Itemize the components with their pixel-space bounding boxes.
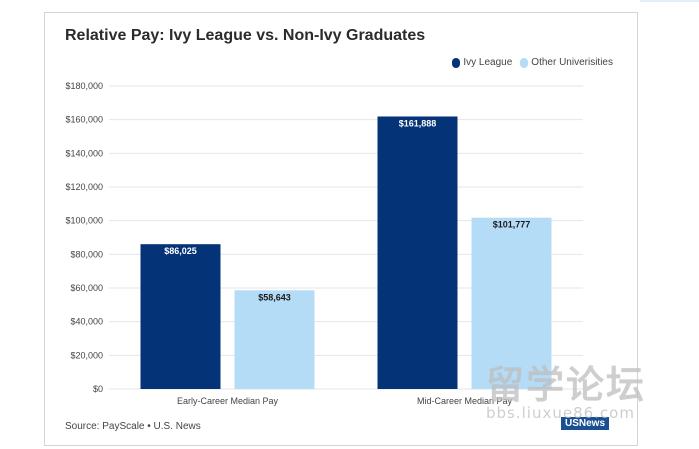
usnews-logo-badge: USNews [561,417,610,430]
chart-card: Relative Pay: Ivy League vs. Non-Ivy Gra… [44,12,638,446]
chart-title: Relative Pay: Ivy League vs. Non-Ivy Gra… [65,27,426,44]
y-tick-label: $40,000 [70,317,103,327]
y-tick-label: $100,000 [65,216,103,226]
legend-swatch-other-universities [520,57,529,68]
bar-ivy-league [140,244,221,389]
y-tick-label: $60,000 [70,283,103,293]
y-tick-label: $120,000 [65,182,103,192]
legend-item-ivy-league[interactable]: Ivy League [452,57,512,68]
legend-label-ivy-league: Ivy League [463,57,513,68]
x-tick-label: Early-Career Median Pay [177,396,279,406]
y-tick-label: $160,000 [65,115,103,125]
bar-other-universities [234,290,315,389]
page-top-accent [640,0,699,2]
bar-other-universities [471,217,552,389]
bar-value-label: $101,777 [493,220,531,230]
y-tick-label: $140,000 [65,148,103,158]
bar-chart-plot: $0 $20,000 $40,000 $60,000 $80,000 $100,000 $1… [65,81,583,406]
bar-ivy-league [377,116,458,390]
legend-label-other-universities: Other Univerisities [531,57,613,68]
y-tick-label: $80,000 [70,249,103,259]
y-tick-label: $0 [93,384,103,394]
x-tick-label: Mid-Career Median Pay [417,396,513,406]
source-note: Source: PayScale • U.S. News [65,421,201,432]
y-tick-label: $20,000 [70,350,103,360]
legend-item-other-universities[interactable]: Other Univerisities [520,57,613,68]
chart-legend: Ivy League Other Univerisities [452,57,613,68]
legend-swatch-ivy-league [452,57,461,68]
bar-value-label: $86,025 [164,246,197,256]
bar-value-label: $161,888 [399,118,437,128]
y-tick-label: $180,000 [65,81,103,91]
bar-value-label: $58,643 [258,292,291,302]
